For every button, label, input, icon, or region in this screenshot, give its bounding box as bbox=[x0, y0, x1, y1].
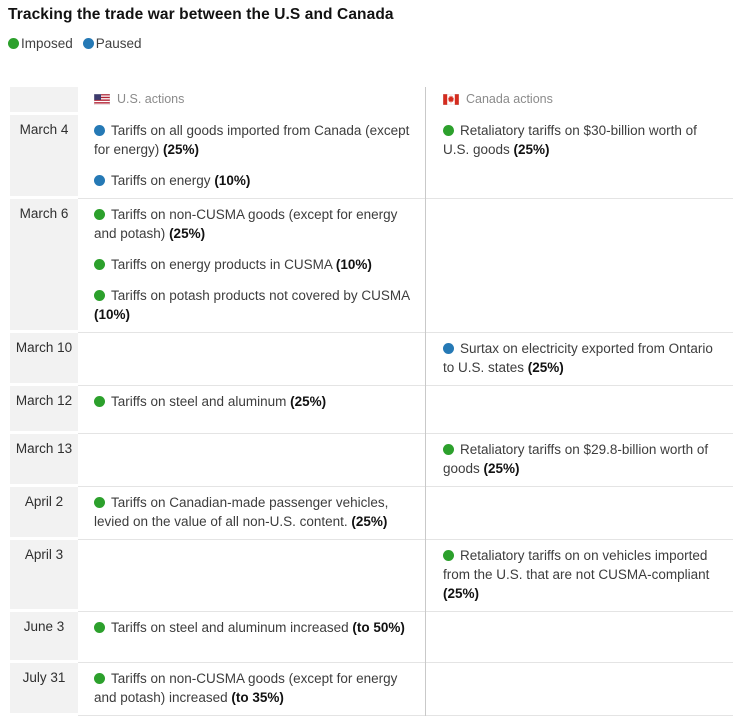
imposed-dot-icon bbox=[94, 209, 105, 220]
table-row-march-10: March 10 Surtax on electricity exported … bbox=[10, 333, 733, 386]
table-row-march-12: March 12 Tariffs on steel and aluminum (… bbox=[10, 386, 733, 434]
us-actions-cell: Tariffs on non-CUSMA goods (except for e… bbox=[78, 199, 425, 332]
canada-actions-cell: Surtax on electricity exported from Onta… bbox=[425, 333, 733, 385]
imposed-dot-icon bbox=[94, 290, 105, 301]
us-flag-icon bbox=[94, 93, 110, 105]
action-item: Retaliatory tariffs on $29.8-billion wor… bbox=[443, 442, 709, 476]
column-divider bbox=[425, 87, 426, 716]
action-item: Retaliatory tariffs on on vehicles impor… bbox=[443, 548, 710, 601]
action-item: Tariffs on steel and aluminum increased … bbox=[94, 618, 413, 637]
paused-dot-icon bbox=[94, 175, 105, 186]
date-cell: March 4 bbox=[10, 115, 78, 199]
action-item: Tariffs on energy (10%) bbox=[94, 171, 413, 190]
imposed-dot-icon bbox=[94, 673, 105, 684]
us-actions-cell: Tariffs on non-CUSMA goods (except for e… bbox=[78, 663, 425, 715]
canada-actions-cell bbox=[425, 612, 733, 662]
table-row-march-4: March 4 Tariffs on all goods imported fr… bbox=[10, 115, 733, 199]
imposed-dot-icon bbox=[94, 259, 105, 270]
page-title: Tracking the trade war between the U.S a… bbox=[8, 6, 394, 23]
us-actions-cell: Tariffs on Canadian-made passenger vehic… bbox=[78, 487, 425, 539]
legend: Imposed Paused bbox=[8, 36, 740, 51]
paused-dot-icon bbox=[443, 343, 454, 354]
us-actions-header-label: U.S. actions bbox=[117, 92, 185, 106]
date-cell: March 12 bbox=[10, 386, 78, 434]
date-cell: March 6 bbox=[10, 199, 78, 333]
legend-item-paused: Paused bbox=[82, 36, 142, 51]
canada-actions-header: Canada actions bbox=[425, 87, 733, 115]
canada-actions-cell: Retaliatory tariffs on on vehicles impor… bbox=[425, 540, 733, 611]
action-item: Tariffs on all goods imported from Canad… bbox=[94, 123, 410, 157]
table-row-june-3: June 3 Tariffs on steel and aluminum inc… bbox=[10, 612, 733, 663]
canada-flag-icon bbox=[443, 93, 459, 105]
date-cell: March 13 bbox=[10, 434, 78, 487]
date-cell: April 2 bbox=[10, 487, 78, 540]
date-header-cell bbox=[10, 87, 78, 115]
imposed-dot-icon bbox=[443, 550, 454, 561]
trade-war-table: U.S. actions Canada actions March 4 bbox=[10, 87, 733, 716]
canada-actions-cell bbox=[425, 386, 733, 433]
table-header-row: U.S. actions Canada actions bbox=[10, 87, 733, 115]
table-row-july-31: July 31 Tariffs on non-CUSMA goods (exce… bbox=[10, 663, 733, 716]
us-actions-cell bbox=[78, 333, 425, 385]
us-actions-cell: Tariffs on all goods imported from Canad… bbox=[78, 115, 425, 198]
canada-actions-cell bbox=[425, 663, 733, 715]
us-actions-cell bbox=[78, 540, 425, 611]
us-actions-cell: Tariffs on steel and aluminum (25%) bbox=[78, 386, 425, 433]
legend-label-imposed: Imposed bbox=[21, 36, 73, 51]
action-item: Tariffs on Canadian-made passenger vehic… bbox=[94, 495, 389, 529]
imposed-dot-icon bbox=[443, 125, 454, 136]
date-cell: July 31 bbox=[10, 663, 78, 716]
imposed-legend-dot-icon bbox=[8, 38, 19, 49]
legend-item-imposed: Imposed bbox=[8, 36, 73, 51]
imposed-dot-icon bbox=[94, 497, 105, 508]
action-item: Tariffs on steel and aluminum (25%) bbox=[94, 392, 413, 411]
us-actions-header: U.S. actions bbox=[78, 87, 425, 115]
action-item: Retaliatory tariffs on $30-billion worth… bbox=[443, 123, 697, 157]
canada-actions-cell: Retaliatory tariffs on $29.8-billion wor… bbox=[425, 434, 733, 486]
imposed-dot-icon bbox=[443, 444, 454, 455]
us-actions-cell: Tariffs on steel and aluminum increased … bbox=[78, 612, 425, 662]
us-actions-cell bbox=[78, 434, 425, 486]
action-item: Surtax on electricity exported from Onta… bbox=[443, 341, 713, 375]
canada-actions-cell bbox=[425, 199, 733, 332]
action-item: Tariffs on non-CUSMA goods (except for e… bbox=[94, 207, 398, 241]
canada-actions-cell bbox=[425, 487, 733, 539]
paused-dot-icon bbox=[94, 125, 105, 136]
legend-label-paused: Paused bbox=[95, 36, 142, 51]
paused-legend-dot-icon bbox=[82, 38, 94, 49]
canada-actions-header-label: Canada actions bbox=[466, 92, 553, 106]
date-cell: March 10 bbox=[10, 333, 78, 386]
action-item: Tariffs on non-CUSMA goods (except for e… bbox=[94, 671, 398, 705]
date-cell: June 3 bbox=[10, 612, 78, 663]
imposed-dot-icon bbox=[94, 622, 105, 633]
date-cell: April 3 bbox=[10, 540, 78, 612]
imposed-dot-icon bbox=[94, 396, 105, 407]
table-row-april-3: April 3 Retaliatory tariffs on on vehicl… bbox=[10, 540, 733, 612]
table-row-march-6: March 6 Tariffs on non-CUSMA goods (exce… bbox=[10, 199, 733, 333]
action-item: Tariffs on potash products not covered b… bbox=[94, 288, 410, 322]
table-row-march-13: March 13 Retaliatory tariffs on $29.8-bi… bbox=[10, 434, 733, 487]
table-row-april-2: April 2 Tariffs on Canadian-made passeng… bbox=[10, 487, 733, 540]
canada-actions-cell: Retaliatory tariffs on $30-billion worth… bbox=[425, 115, 733, 198]
action-item: Tariffs on energy products in CUSMA (10%… bbox=[94, 255, 413, 274]
